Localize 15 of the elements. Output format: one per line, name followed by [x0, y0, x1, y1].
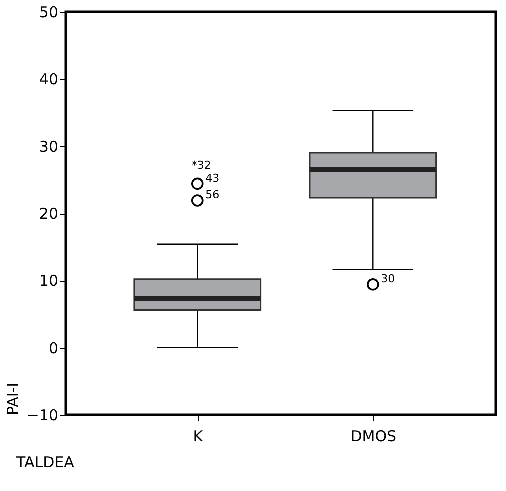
y-tick-label: 0	[48, 339, 58, 358]
annotation: 56	[206, 188, 220, 202]
y-tick-label: 40	[39, 70, 58, 89]
y-tick-label: 50	[39, 4, 58, 22]
y-tick-label: −10	[26, 406, 58, 424]
y-tick-label: 30	[39, 138, 58, 156]
annotation: 43	[206, 172, 220, 185]
annotation: *32	[192, 158, 212, 172]
y-tick-label: 10	[39, 272, 58, 290]
x-tick-label: DMOS	[350, 428, 397, 446]
annotation: 30	[381, 272, 396, 286]
x-axis-title: TALDEA	[16, 454, 76, 472]
y-tick-label: 20	[39, 205, 58, 223]
y-axis-title: PAI-I	[4, 382, 22, 416]
x-tick-label: K	[193, 428, 204, 446]
